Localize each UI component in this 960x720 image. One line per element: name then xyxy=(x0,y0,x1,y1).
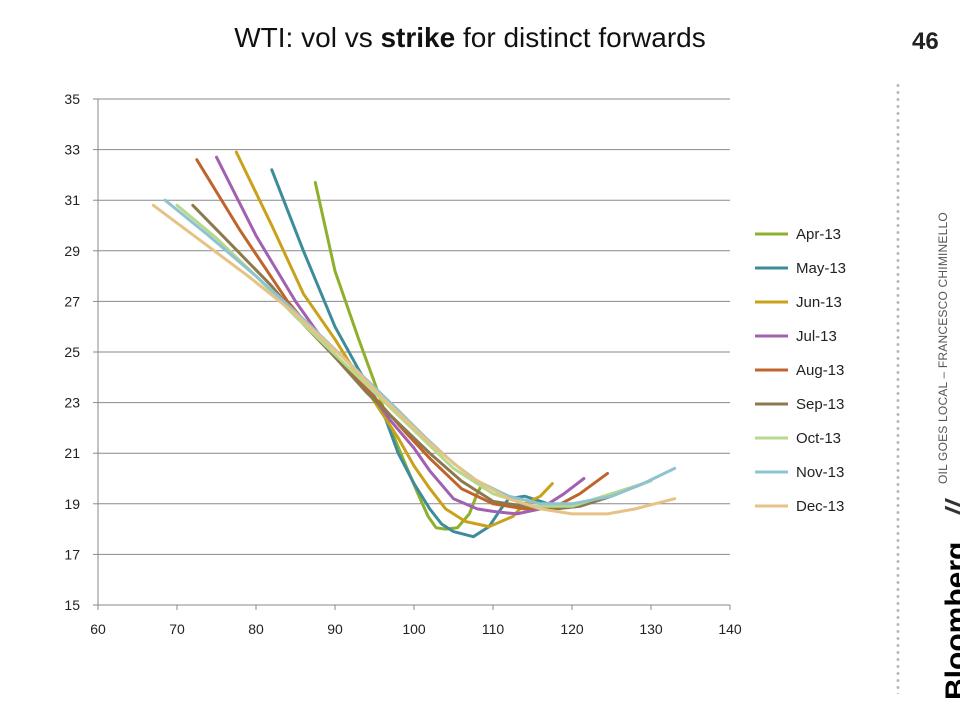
series-line-jun-13 xyxy=(234,150,554,529)
y-tick-label: 17 xyxy=(64,546,80,562)
legend-label: Jul-13 xyxy=(796,328,837,345)
legend-label: May-13 xyxy=(796,260,846,277)
x-tick-label: 140 xyxy=(718,621,742,637)
y-tick-label: 15 xyxy=(64,597,80,613)
title-bold: strike xyxy=(380,22,456,53)
x-tick-label: 130 xyxy=(639,621,663,637)
x-tick-label: 90 xyxy=(327,621,343,637)
x-tick-label: 100 xyxy=(402,621,426,637)
series-lines xyxy=(151,150,677,539)
x-tick-label: 60 xyxy=(90,621,106,637)
y-tick-label: 25 xyxy=(64,344,80,360)
axes: 15 17 19 21 23 25 27 29 31 33 35 60 70 80 90 100 110 120 1… xyxy=(64,91,741,637)
legend: Apr-13 May-13 Jun-13 Jul-13 Aug-13 Sep-13 Oct-… xyxy=(755,226,846,515)
legend-label: Jun-13 xyxy=(796,294,842,311)
brand-slashes: // xyxy=(940,500,960,516)
legend-label: Dec-13 xyxy=(796,498,844,515)
legend-label: Sep-13 xyxy=(796,396,844,413)
y-tick-label: 27 xyxy=(64,293,80,309)
legend-label: Oct-13 xyxy=(796,430,841,447)
legend-label: Aug-13 xyxy=(796,362,844,379)
y-tick-label: 19 xyxy=(64,496,80,512)
series-line-dec-13 xyxy=(151,203,677,516)
title-pre: WTI: vol vs xyxy=(234,22,381,53)
bloomberg-logo: Bloomberg xyxy=(940,541,960,700)
y-tick-label: 31 xyxy=(64,192,80,208)
x-tick-label: 70 xyxy=(169,621,185,637)
series-line-jul-13 xyxy=(215,155,586,516)
y-tick-label: 29 xyxy=(64,243,80,259)
grid-lines xyxy=(98,98,730,555)
series-line-may-13 xyxy=(270,168,550,539)
page-number: 46 xyxy=(912,28,939,55)
author-credit: OIL GOES LOCAL – FRANCESCO CHIMINELLO xyxy=(936,212,950,484)
x-tick-label: 120 xyxy=(560,621,584,637)
title-post: for distinct forwards xyxy=(455,22,706,53)
y-tick-label: 21 xyxy=(64,445,80,461)
dotted-divider xyxy=(896,82,900,694)
legend-label: Apr-13 xyxy=(796,226,841,243)
x-tick-label: 80 xyxy=(248,621,264,637)
y-tick-label: 33 xyxy=(64,142,80,158)
chart-title: WTI: vol vs strike for distinct forwards xyxy=(150,22,790,54)
legend-label: Nov-13 xyxy=(796,464,844,481)
y-tick-label: 23 xyxy=(64,395,80,411)
y-tick-label: 35 xyxy=(64,91,80,107)
series-line-apr-13 xyxy=(313,181,483,531)
x-tick-label: 110 xyxy=(482,621,505,637)
